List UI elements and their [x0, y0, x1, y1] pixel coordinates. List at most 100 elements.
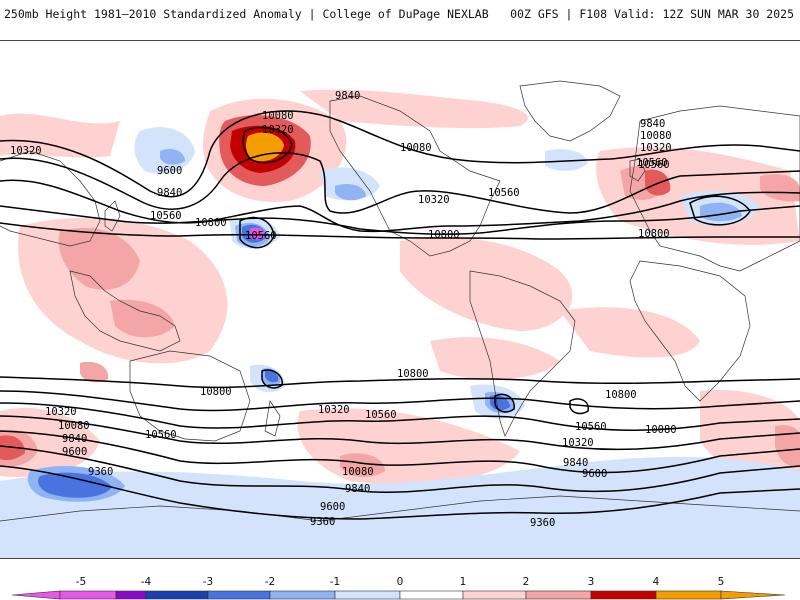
anomaly-pos-mid	[340, 453, 385, 478]
contour-label: 10560	[638, 159, 670, 171]
uk-coast	[629, 158, 646, 182]
anomaly-pos-max	[246, 132, 284, 162]
colorbar-bin	[334, 590, 401, 600]
anomaly-neg-strong	[38, 472, 112, 498]
contour-label: 10560	[636, 157, 668, 169]
contour-label: 10080	[400, 142, 432, 154]
colorbar-bin	[145, 590, 209, 600]
contour-10320-sh	[0, 402, 800, 431]
contour-10800-sh	[0, 376, 800, 389]
new-zealand-coast	[264, 400, 281, 437]
contour-closed-high-pacific	[242, 126, 293, 164]
contour-10080-nh	[0, 152, 800, 214]
contour-label: 9600	[157, 165, 182, 177]
anomaly-pos-light	[400, 237, 573, 331]
contour-10320-nh	[0, 179, 800, 233]
map-title: 250mb Height 1981–2010 Standardized Anom…	[4, 7, 489, 21]
colorbar-bin	[462, 590, 527, 600]
colorbar-tick-label: -5	[75, 576, 87, 588]
contour-label: 10560	[145, 429, 177, 441]
contour-label: 10800	[428, 229, 460, 241]
anomaly-neg-strong	[265, 370, 279, 383]
anomaly-pos-light	[0, 113, 120, 158]
contour-label: 10560	[488, 187, 520, 199]
header: 250mb Height 1981–2010 Standardized Anom…	[0, 0, 800, 40]
coastlines	[0, 80, 800, 522]
anomaly-neg-mid	[335, 184, 366, 201]
anomaly-pos-light	[430, 337, 560, 380]
contour-label: 10320	[262, 124, 294, 136]
contour-label: 9840	[345, 483, 370, 495]
anomaly-pos-mid	[775, 425, 800, 467]
colorbar-bin	[269, 590, 336, 600]
contour-9360-sh	[0, 465, 800, 520]
anomaly-neg-light	[0, 456, 800, 558]
antarctica-coast	[0, 495, 800, 522]
contour-label: 10080	[262, 110, 294, 122]
japan-coast	[104, 200, 121, 232]
colorbar-tick-label: 5	[717, 576, 725, 588]
contour-label: 9840	[157, 187, 182, 199]
south-america-coast	[469, 270, 576, 437]
contour-label: 9360	[88, 466, 113, 478]
contour-label: 10800	[638, 228, 670, 240]
anomaly-pos-mid	[80, 361, 109, 383]
anomaly-pos-strong	[645, 169, 671, 196]
contour-label-group: 9840 10080 10320 10560 9600 9840 10560 1…	[10, 90, 677, 529]
contour-closed-europe	[689, 195, 751, 226]
colorbar-bin	[590, 590, 657, 600]
contour-label: 10800	[397, 368, 429, 380]
contour-label: 10320	[418, 194, 450, 206]
contour-label: 10080	[342, 466, 374, 478]
colorbar-bin	[655, 590, 722, 600]
colorbar-bin	[59, 590, 117, 600]
contour-label: 9360	[310, 516, 335, 528]
colorbar-tick-label: -2	[264, 576, 276, 588]
colorbar-tick-label: -4	[140, 576, 152, 588]
colorbar-bin	[399, 590, 464, 600]
colorbar-tick-label: -1	[329, 576, 341, 588]
contour-label: 9840	[563, 457, 588, 469]
contour-closed-atlantic	[569, 398, 589, 415]
colorbar-tick-label: -3	[202, 576, 214, 588]
colorbar-svg	[11, 590, 786, 600]
colorbar-bin	[207, 590, 271, 600]
contour-10560-sh	[0, 390, 800, 412]
contour-closed-low-pacific	[239, 216, 275, 249]
contour-label: 10560	[150, 210, 182, 222]
contour-10800-nh	[0, 222, 800, 240]
contour-label: 9840	[62, 433, 87, 445]
colorbar-tick-label: 4	[652, 576, 660, 588]
anomaly-neg-mid	[700, 202, 742, 222]
contour-10080-sh	[0, 415, 800, 451]
eurasia-coast	[629, 105, 800, 272]
map-panel[interactable]: 9840 10080 10320 10560 9600 9840 10560 1…	[0, 40, 800, 559]
contour-9840-nh	[0, 110, 800, 198]
run-info: 00Z GFS | F108 Valid: 12Z SUN MAR 30 202…	[510, 7, 794, 21]
colorbar-end-left	[11, 590, 61, 600]
contour-label: 9840	[335, 90, 360, 102]
contour-label: 9600	[62, 446, 87, 458]
contour-label: 10080	[58, 420, 90, 432]
contour-label: 9600	[582, 468, 607, 480]
contour-label: 10320	[562, 437, 594, 449]
colorbar-bin	[525, 590, 592, 600]
contour-label: 10560	[245, 230, 277, 242]
contour-label: 10320	[10, 145, 42, 157]
contour-9840-sh	[0, 430, 800, 474]
contour-label: 10560	[575, 421, 607, 433]
contour-label: 10080	[640, 130, 672, 142]
colorbar	[0, 560, 800, 600]
positive-anomaly-shading	[0, 89, 800, 485]
contour-10560-nh	[0, 205, 800, 235]
anomaly-neg-max	[250, 227, 266, 240]
colorbar-end-right	[720, 590, 786, 600]
contour-label: 10320	[640, 142, 672, 154]
asia-east-coast	[0, 150, 101, 247]
colorbar-bin	[115, 590, 147, 600]
contour-9600-sh	[0, 445, 800, 493]
anomaly-neg-mid	[160, 149, 185, 165]
maritime-asia-coast	[69, 270, 181, 352]
contour-label: 10320	[318, 404, 350, 416]
anomaly-pos-light	[560, 307, 700, 358]
